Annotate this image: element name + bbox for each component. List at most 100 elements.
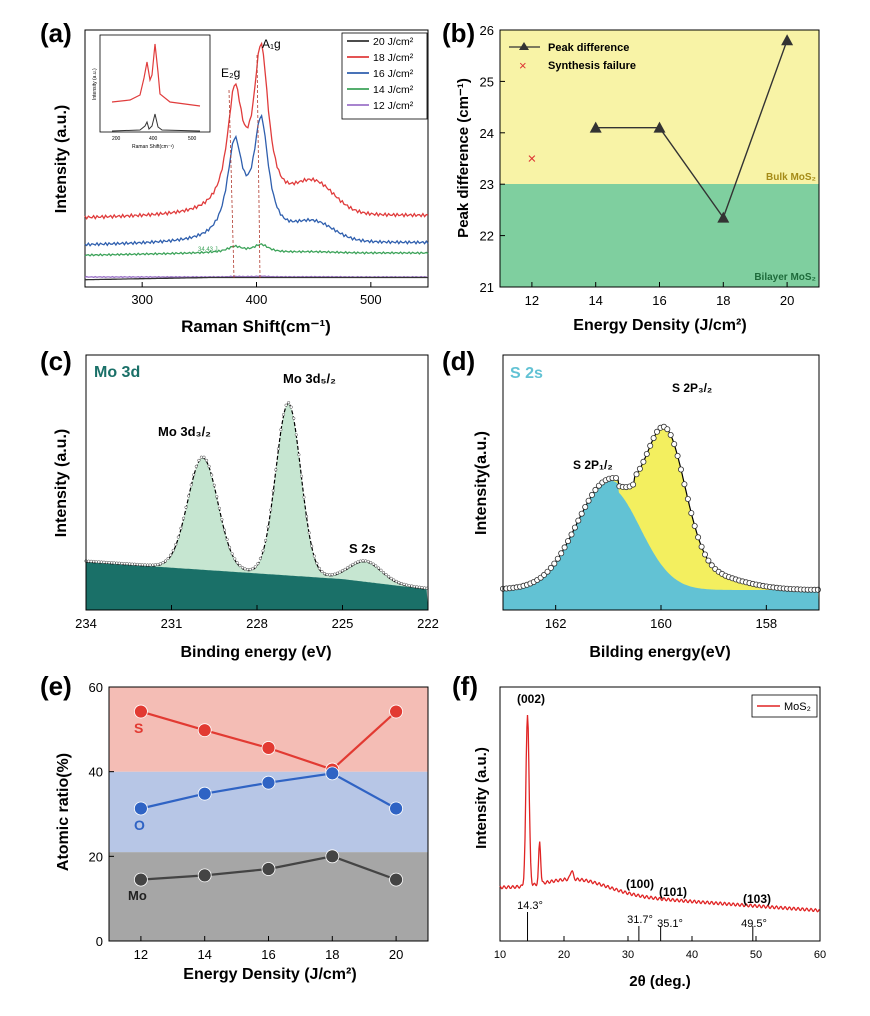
mo3d-point	[146, 563, 150, 567]
s2p-point	[561, 544, 568, 551]
mo3d-point	[151, 563, 155, 567]
mo3d-point	[92, 559, 96, 564]
s2p-point	[678, 466, 685, 473]
inset-dark-spectrum	[111, 113, 201, 132]
mo3d-point	[281, 413, 286, 417]
s2p-point	[814, 586, 821, 593]
s2p-point	[589, 491, 596, 498]
panel-d-ticks: 162 160 158	[545, 605, 777, 631]
s2p-point	[664, 426, 671, 433]
atomic-ratio-lines	[133, 704, 404, 887]
s2p-point	[551, 560, 558, 567]
mo3d-point	[94, 560, 98, 564]
mo3d-point	[253, 565, 257, 569]
s2p-point	[695, 534, 702, 541]
b-ytick-label-26: 26	[480, 23, 494, 38]
mo3d-point	[402, 582, 406, 586]
mo3d-point	[110, 561, 114, 565]
mo3d-point	[325, 572, 329, 577]
mo3d-point	[89, 559, 93, 563]
mo3d-point	[407, 584, 411, 588]
mo3d-fit-envelope	[85, 402, 427, 590]
mo3d-point	[376, 566, 380, 570]
mo3d-point	[97, 560, 101, 564]
mo3d-envelope-fill	[86, 403, 428, 610]
mo3d-point	[153, 563, 157, 567]
s2p-point	[643, 450, 650, 457]
s2p-point	[674, 452, 681, 459]
peak-label-s2p32: S 2P₃/₂	[672, 381, 712, 395]
b-xtick-label-16: 16	[652, 293, 666, 308]
mo3d-point	[205, 458, 209, 462]
mo3d-point	[171, 548, 175, 552]
mo3d-point	[240, 566, 245, 570]
peak-difference-point-20	[781, 34, 794, 46]
mo3d-point	[361, 559, 365, 563]
mo3d-point	[330, 573, 334, 577]
peak-label-s2s: S 2s	[349, 541, 376, 556]
panel-f-ylabel: Intensity (a.u.)	[473, 747, 490, 849]
panel-d-xlabel: Bilding energy(eV)	[589, 644, 730, 661]
mo3d-point	[333, 572, 337, 576]
mo3d-point	[230, 552, 234, 556]
mo3d-point	[317, 566, 321, 570]
a-legend-label-3: 14 J/cm²	[373, 84, 414, 96]
b-xtick-label-12: 12	[525, 293, 539, 308]
mo3d-point	[217, 506, 221, 510]
atomic-point-S-12	[133, 704, 148, 719]
mo3d-point	[120, 561, 124, 565]
mo3d-point	[420, 585, 424, 590]
mo3d-point	[417, 585, 422, 589]
panel-a-xlabel: Raman Shift(cm⁻¹)	[181, 317, 331, 336]
mo3d-point	[102, 560, 106, 564]
s2p-point	[647, 442, 654, 449]
mo3d-point	[394, 579, 398, 583]
d-xtick-label-158: 158	[755, 616, 777, 631]
mo3d-point	[335, 571, 339, 575]
peak-difference-points: ×	[528, 34, 794, 223]
mo3d-point	[212, 483, 216, 487]
raman-annotation: 34.43 J	[198, 247, 218, 253]
a1g-dashed-line	[256, 54, 261, 279]
atomic-point-Mo-12	[133, 872, 148, 887]
mo3d-point	[322, 571, 327, 576]
panel-label-b: (b)	[442, 18, 475, 48]
c-xtick-label-231: 231	[161, 616, 183, 631]
raman-series-0	[85, 276, 428, 281]
s2p-point	[650, 435, 657, 442]
mo3d-point	[397, 581, 401, 585]
atomic-point-S-16	[261, 741, 276, 755]
f-xtick-label-30: 30	[622, 949, 634, 961]
mo3d-point	[194, 464, 198, 468]
s2p-point	[640, 458, 647, 465]
b-ytick-label-23: 23	[480, 177, 494, 192]
panel-a-raman: 300 400 500 E₂g A₁g 34.43 J Intensity (a.u…	[53, 29, 429, 336]
mo3d-point	[235, 561, 239, 565]
peak-difference-point-14	[589, 121, 602, 133]
mo3d-point	[133, 562, 137, 566]
b-ytick-label-22: 22	[480, 229, 494, 244]
mo3d-point	[225, 537, 229, 541]
mo3d-point	[389, 576, 393, 580]
inset-xlabel: Raman Shift(cm⁻¹)	[132, 144, 174, 150]
mo3d-point	[117, 561, 121, 565]
mo3d-point	[184, 505, 188, 509]
s2p-point	[705, 557, 712, 564]
mo3d-point	[156, 562, 160, 567]
f-xtick-label-10: 10	[494, 949, 506, 961]
mo3d-point	[297, 453, 301, 457]
mo3d-point	[343, 567, 347, 571]
mo3d-point	[115, 561, 119, 565]
f-xtick-label-50: 50	[750, 949, 762, 961]
atomic-point-Mo-20	[389, 872, 404, 887]
region-bulk	[500, 30, 819, 184]
panel-c-ylabel: Intensity (a.u.)	[53, 429, 70, 537]
mo3d-point	[163, 559, 168, 563]
mo3d-data-points	[84, 401, 429, 590]
s2p-point	[684, 495, 691, 502]
s2p-point	[691, 523, 698, 530]
mo3d-point	[312, 554, 316, 558]
mo3d-point	[379, 568, 383, 572]
mo3d-point	[179, 526, 183, 530]
